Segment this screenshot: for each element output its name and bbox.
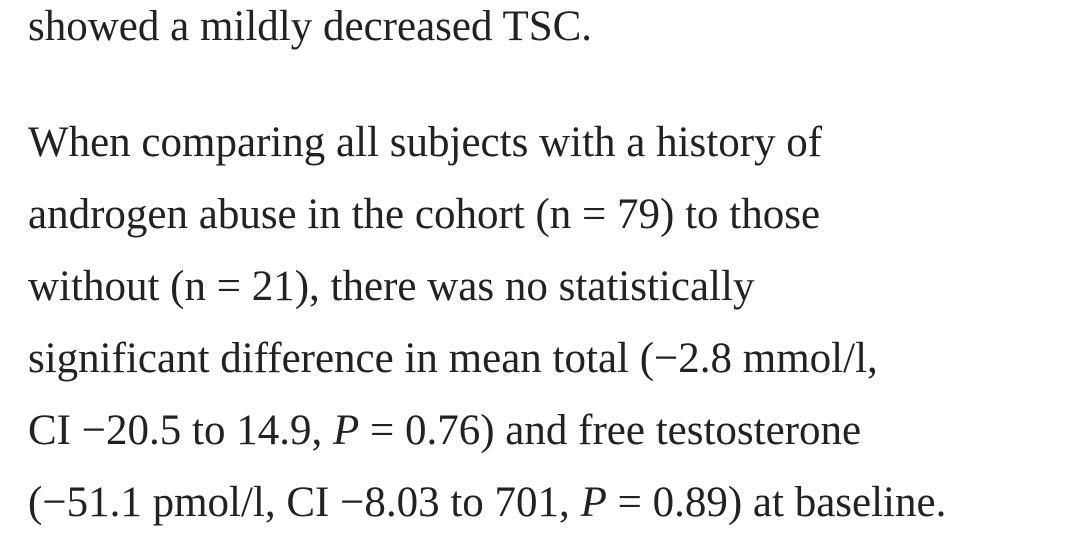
text-line: CI −20.5 to 14.9, P = 0.76) and free tes… xyxy=(28,395,946,467)
text-run: showed a mildly decreased TSC. xyxy=(28,3,593,50)
text-line: androgen abuse in the cohort (n = 79) to… xyxy=(28,179,946,251)
text-run: = 0.76) and free testosterone xyxy=(359,407,862,454)
italic-text: P xyxy=(580,479,607,526)
text-run: (−51.1 pmol/l, CI −8.03 to 701, xyxy=(28,479,581,526)
paragraph: showed a mildly decreased TSC. xyxy=(28,0,592,63)
italic-text: P xyxy=(332,407,360,454)
text-line: When comparing all subjects with a histo… xyxy=(28,107,946,179)
text-run: significant difference in mean total (−2… xyxy=(28,335,878,382)
text-line: showed a mildly decreased TSC. xyxy=(28,0,592,63)
text-line: without (n = 21), there was no statistic… xyxy=(28,251,946,323)
text-run: When comparing all subjects with a histo… xyxy=(28,119,823,166)
text-run: androgen abuse in the cohort (n = 79) to… xyxy=(28,191,821,238)
text-run: without (n = 21), there was no statistic… xyxy=(28,263,755,310)
text-line: (−51.1 pmol/l, CI −8.03 to 701, P = 0.89… xyxy=(28,467,946,536)
text-line: significant difference in mean total (−2… xyxy=(28,323,946,395)
text-run: = 0.89) at baseline. xyxy=(606,479,947,526)
paragraph: When comparing all subjects with a histo… xyxy=(28,107,946,536)
text-run: CI −20.5 to 14.9, xyxy=(28,407,333,454)
